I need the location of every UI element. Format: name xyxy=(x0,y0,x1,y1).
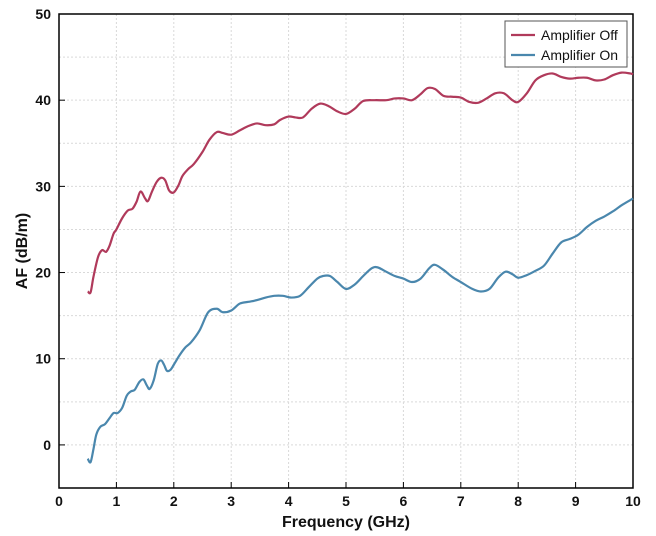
axis-ticks: 0 1 2 3 4 5 6 7 8 9 10 0 10 20 30 40 50 xyxy=(35,6,641,509)
x-tick-label: 0 xyxy=(55,493,63,509)
x-tick-label: 2 xyxy=(170,493,178,509)
legend-label: Amplifier On xyxy=(541,47,618,63)
grid-lines xyxy=(58,13,634,488)
x-tick-label: 5 xyxy=(342,493,350,509)
y-tick-label: 0 xyxy=(43,437,51,453)
x-tick-label: 1 xyxy=(113,493,121,509)
x-tick-label: 3 xyxy=(227,493,235,509)
y-tick-label: 50 xyxy=(35,6,51,22)
series-line-amplifier-on xyxy=(86,197,634,464)
y-tick-label: 40 xyxy=(35,92,51,108)
y-tick-label: 30 xyxy=(35,178,51,194)
x-tick-label: 7 xyxy=(457,493,465,509)
series-line-amplifier-off xyxy=(87,71,634,295)
x-tick-label: 4 xyxy=(285,493,293,509)
x-tick-label: 8 xyxy=(514,493,522,509)
y-tick-label: 10 xyxy=(35,351,51,367)
legend: Amplifier Off Amplifier On xyxy=(504,20,628,68)
legend-label: Amplifier Off xyxy=(541,27,618,43)
y-tick-label: 20 xyxy=(35,265,51,281)
legend-box xyxy=(504,20,628,68)
x-tick-label: 9 xyxy=(572,493,580,509)
x-tick-label: 6 xyxy=(400,493,408,509)
x-axis-label: Frequency (GHz) xyxy=(282,514,410,531)
series-layer xyxy=(86,71,634,464)
y-axis-label: AF (dB/m) xyxy=(14,213,31,289)
x-tick-label: 10 xyxy=(625,493,641,509)
